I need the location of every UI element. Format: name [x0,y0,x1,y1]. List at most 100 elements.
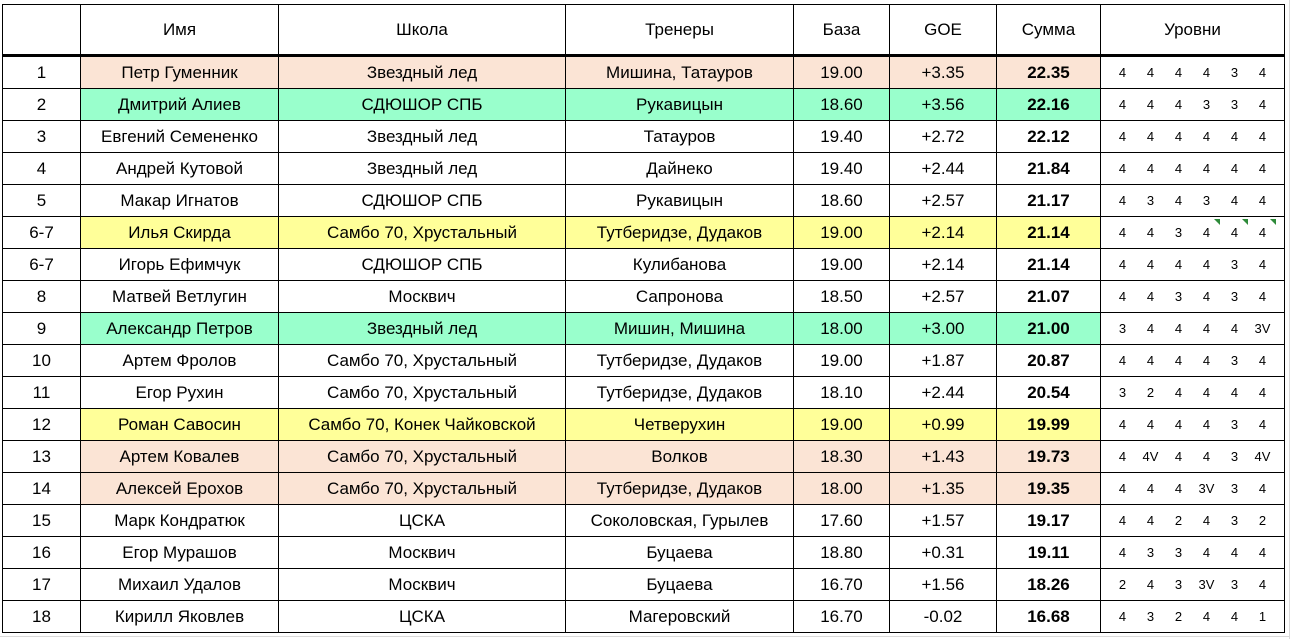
cell-coaches[interactable]: Буцаева [565,536,794,569]
cell-base[interactable]: 18.00 [793,472,890,505]
cell-base[interactable]: 18.50 [793,280,890,313]
cell-name[interactable]: Матвей Ветлугин [80,280,279,313]
cell-place[interactable]: 6-7 [2,216,81,249]
cell-goe[interactable]: +2.57 [889,184,997,217]
cell-goe[interactable]: +3.35 [889,55,997,89]
cell-goe[interactable]: +3.56 [889,88,997,121]
cell-school[interactable]: Москвич [278,536,566,569]
cell-goe[interactable]: -0.02 [889,600,997,633]
cell-school[interactable]: СДЮШОР СПБ [278,184,566,217]
cell-school[interactable]: Москвич [278,568,566,601]
cell-place[interactable]: 16 [2,536,81,569]
header-school[interactable]: Школа [278,4,566,57]
cell-levels[interactable]: 3 4 4 4 4 3V [1100,312,1285,345]
cell-name[interactable]: Андрей Кутовой [80,152,279,185]
cell-goe[interactable]: +2.44 [889,376,997,409]
cell-levels[interactable]: 4 4 3 4 3 4 [1100,280,1285,313]
cell-sum[interactable]: 20.87 [996,344,1101,377]
cell-sum[interactable]: 19.11 [996,536,1101,569]
cell-levels[interactable]: 4 4 4 4 3 4 [1100,344,1285,377]
cell-goe[interactable]: +1.57 [889,504,997,537]
cell-sum[interactable]: 18.26 [996,568,1101,601]
cell-base[interactable]: 19.00 [793,216,890,249]
cell-school[interactable]: Самбо 70, Хрустальный [278,216,566,249]
cell-base[interactable]: 16.70 [793,600,890,633]
cell-place[interactable]: 12 [2,408,81,441]
cell-name[interactable]: Роман Савосин [80,408,279,441]
cell-sum[interactable]: 21.17 [996,184,1101,217]
cell-name[interactable]: Михаил Удалов [80,568,279,601]
cell-goe[interactable]: +1.35 [889,472,997,505]
cell-name[interactable]: Артем Ковалев [80,440,279,473]
cell-name[interactable]: Илья Скирда [80,216,279,249]
cell-goe[interactable]: +2.14 [889,248,997,281]
cell-base[interactable]: 18.60 [793,88,890,121]
cell-goe[interactable]: +3.00 [889,312,997,345]
cell-place[interactable]: 14 [2,472,81,505]
cell-sum[interactable]: 21.84 [996,152,1101,185]
cell-place[interactable]: 11 [2,376,81,409]
cell-coaches[interactable]: Дайнеко [565,152,794,185]
cell-base[interactable]: 17.60 [793,504,890,537]
cell-base[interactable]: 18.00 [793,312,890,345]
cell-school[interactable]: ЦСКА [278,504,566,537]
cell-school[interactable]: Звездный лед [278,152,566,185]
cell-levels[interactable]: 4 3 4 3 4 4 [1100,184,1285,217]
cell-school[interactable]: Москвич [278,280,566,313]
cell-place[interactable]: 10 [2,344,81,377]
cell-goe[interactable]: +1.56 [889,568,997,601]
cell-base[interactable]: 19.40 [793,120,890,153]
cell-place[interactable]: 17 [2,568,81,601]
cell-school[interactable]: Самбо 70, Хрустальный [278,472,566,505]
cell-base[interactable]: 19.00 [793,408,890,441]
cell-coaches[interactable]: Соколовская, Гурылев [565,504,794,537]
cell-levels[interactable]: 4 4 4 4 3 4 [1100,408,1285,441]
cell-school[interactable]: Звездный лед [278,55,566,89]
cell-school[interactable]: Самбо 70, Хрустальный [278,376,566,409]
cell-sum[interactable]: 19.99 [996,408,1101,441]
cell-name[interactable]: Егор Рухин [80,376,279,409]
cell-levels[interactable]: 4 4 4 3 3 4 [1100,88,1285,121]
cell-coaches[interactable]: Рукавицын [565,184,794,217]
cell-coaches[interactable]: Тутберидзе, Дудаков [565,376,794,409]
cell-coaches[interactable]: Кулибанова [565,248,794,281]
header-place[interactable] [2,4,81,57]
header-coaches[interactable]: Тренеры [565,4,794,57]
cell-coaches[interactable]: Мишин, Мишина [565,312,794,345]
cell-school[interactable]: Самбо 70, Хрустальный [278,344,566,377]
header-sum[interactable]: Сумма [996,4,1101,57]
cell-levels[interactable]: 4 4 4 3V 3 4 [1100,472,1285,505]
cell-levels[interactable]: 4 4 4 4 4 4 [1100,152,1285,185]
cell-coaches[interactable]: Сапронова [565,280,794,313]
cell-sum[interactable]: 21.14 [996,248,1101,281]
cell-base[interactable]: 18.60 [793,184,890,217]
cell-levels[interactable]: 4 3 3 4 4 4 [1100,536,1285,569]
cell-coaches[interactable]: Магеровский [565,600,794,633]
cell-place[interactable]: 15 [2,504,81,537]
cell-place[interactable]: 4 [2,152,81,185]
cell-name[interactable]: Евгений Семененко [80,120,279,153]
cell-base[interactable]: 19.40 [793,152,890,185]
cell-levels[interactable]: 4 4 4 4 4 4 [1100,120,1285,153]
cell-sum[interactable]: 20.54 [996,376,1101,409]
cell-place[interactable]: 6-7 [2,248,81,281]
cell-school[interactable]: ЦСКА [278,600,566,633]
cell-school[interactable]: СДЮШОР СПБ [278,88,566,121]
cell-name[interactable]: Алексей Ерохов [80,472,279,505]
cell-goe[interactable]: +2.44 [889,152,997,185]
cell-coaches[interactable]: Буцаева [565,568,794,601]
cell-coaches[interactable]: Волков [565,440,794,473]
cell-levels[interactable]: 4 4 4 4 3 4 [1100,55,1285,89]
cell-goe[interactable]: +2.57 [889,280,997,313]
cell-name[interactable]: Егор Мурашов [80,536,279,569]
cell-place[interactable]: 8 [2,280,81,313]
cell-levels[interactable]: 3 2 4 4 4 4 [1100,376,1285,409]
cell-school[interactable]: Звездный лед [278,312,566,345]
cell-base[interactable]: 19.00 [793,248,890,281]
cell-sum[interactable]: 22.16 [996,88,1101,121]
cell-name[interactable]: Игорь Ефимчук [80,248,279,281]
cell-name[interactable]: Кирилл Яковлев [80,600,279,633]
cell-base[interactable]: 19.00 [793,344,890,377]
cell-base[interactable]: 18.10 [793,376,890,409]
